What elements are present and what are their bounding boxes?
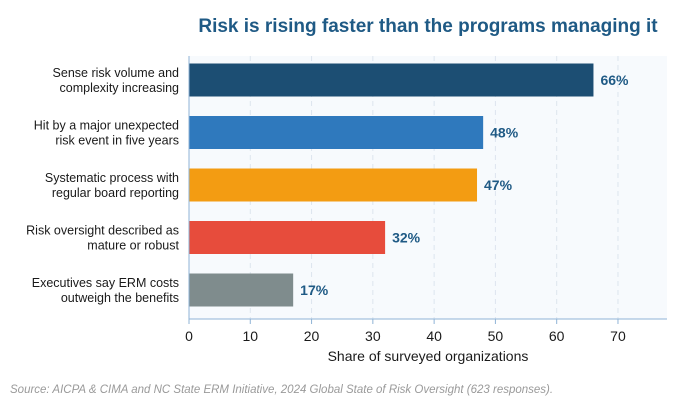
- data-label: 47%: [484, 177, 513, 193]
- x-tick-label: 10: [242, 328, 258, 344]
- bar: [189, 116, 484, 149]
- category-label: Risk oversight described as mature or rob…: [26, 224, 179, 253]
- bar: [189, 273, 294, 307]
- bar: [189, 168, 478, 202]
- x-tick-label: 50: [488, 328, 504, 344]
- data-label: 32%: [392, 230, 421, 246]
- bar: [189, 221, 386, 254]
- x-tick-label: 60: [549, 328, 565, 344]
- data-label: 48%: [490, 125, 519, 141]
- x-tick-label: 30: [365, 328, 381, 344]
- category-label: Sense risk volume and complexity increasi…: [53, 66, 180, 95]
- bar: [189, 63, 594, 97]
- data-label: 66%: [600, 72, 629, 88]
- x-tick-label: 40: [426, 328, 442, 344]
- data-label: 17%: [300, 282, 329, 298]
- category-labels: Sense risk volume and complexity increasi…: [26, 66, 179, 305]
- chart-title: Risk is rising faster than the programs …: [198, 16, 658, 37]
- x-tick-label: 20: [304, 328, 320, 344]
- x-tick-label: 0: [185, 328, 193, 344]
- bars: [189, 63, 594, 307]
- category-label: Systematic process with regular board rep…: [45, 171, 179, 200]
- category-label: Executives say ERM costs outweigh the ben…: [32, 276, 179, 305]
- source-note: Source: AICPA & CIMA and NC State ERM In…: [10, 384, 553, 396]
- x-tick-label: 70: [610, 328, 626, 344]
- data-labels: 66% 48% 47% 32% 17%: [300, 72, 629, 298]
- x-axis-ticks: 0 10 20 30 40 50 60 70: [185, 319, 626, 344]
- category-label: Hit by a major unexpected risk event in f…: [34, 119, 179, 148]
- x-axis-title: Share of surveyed organizations: [328, 348, 529, 364]
